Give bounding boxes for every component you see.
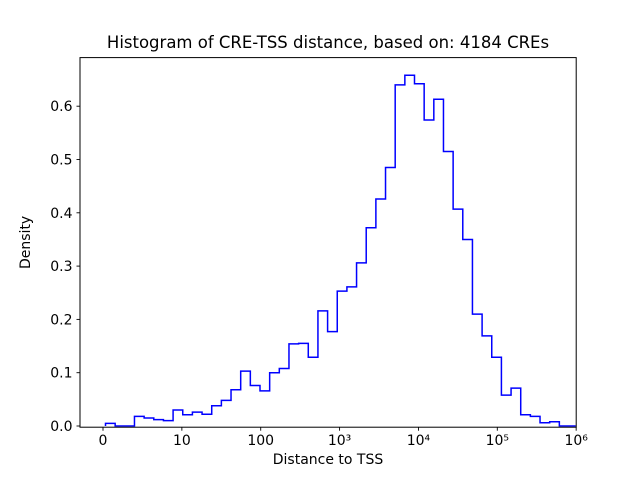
y-axis-ticks: 0.0 0.1 0.2 0.3 0.4 0.5 0.6 xyxy=(50,99,80,435)
y-tick-label: 0.1 xyxy=(50,366,72,382)
y-tick-label: 0.3 xyxy=(50,259,72,275)
x-tick-label: 10⁴ xyxy=(407,433,431,449)
chart-title: Histogram of CRE-TSS distance, based on:… xyxy=(107,33,549,52)
y-axis-label: Density xyxy=(18,216,34,269)
axes-frame xyxy=(79,57,577,428)
x-tick-label: 100 xyxy=(247,433,274,449)
y-tick-label: 0.4 xyxy=(50,206,72,222)
x-tick-label: 10³ xyxy=(328,433,351,449)
y-tick-label: 0.0 xyxy=(50,419,72,435)
x-tick-label: 10⁶ xyxy=(564,433,588,449)
x-tick-label: 10 xyxy=(173,433,191,449)
x-axis-ticks: 0 10 100 10³ 10⁴ 10⁵ 10⁶ xyxy=(99,427,588,449)
y-tick-label: 0.5 xyxy=(50,153,72,169)
y-tick-label: 0.2 xyxy=(50,312,72,328)
x-tick-label: 0 xyxy=(99,433,108,449)
x-tick-label: 10⁵ xyxy=(486,433,509,449)
histogram-step-line xyxy=(104,74,576,427)
x-axis-label: Distance to TSS xyxy=(273,452,384,468)
y-tick-label: 0.6 xyxy=(50,99,72,115)
